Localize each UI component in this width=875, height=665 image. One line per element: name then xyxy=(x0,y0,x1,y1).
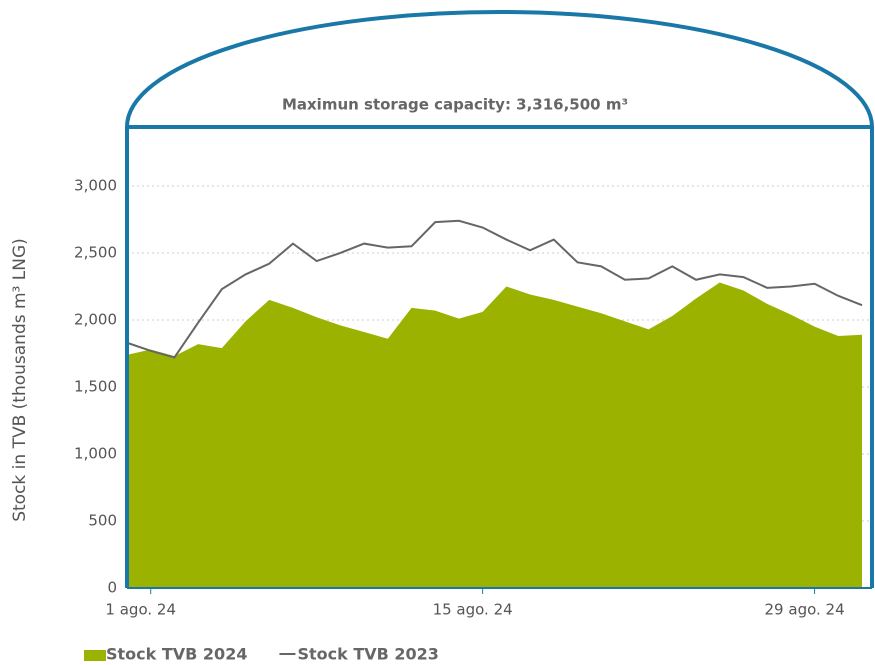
legend-swatch xyxy=(84,650,106,661)
y-tick-label: 500 xyxy=(88,511,117,529)
legend-label: Stock TVB 2023 xyxy=(297,645,438,664)
y-tick-label: 2,000 xyxy=(74,310,117,328)
y-tick-label: 1,500 xyxy=(74,377,117,395)
y-tick-label: 0 xyxy=(107,579,117,597)
plot: 0 500 1,000 1,500 2,000 2,500 3,000 1 ago. 24 15… xyxy=(74,10,874,664)
tank xyxy=(125,10,874,588)
y-axis-label: Stock in TVB (thousands m³ LNG) xyxy=(10,238,30,522)
x-tick-label: 29 ago. 24 xyxy=(765,601,845,619)
line xyxy=(126,219,863,359)
x-tick-label: 15 ago. 24 xyxy=(433,601,513,619)
y-tick-label: 1,000 xyxy=(74,444,117,462)
area xyxy=(127,282,862,588)
y-tick-label: 2,500 xyxy=(74,243,117,261)
legend-label: Stock TVB 2024 xyxy=(106,645,247,664)
y-tick-label: 3,000 xyxy=(74,176,117,194)
x-tick-label: 1 ago. 24 xyxy=(105,601,176,619)
capacity-annotation: Maximun storage capacity: 3,316,500 m³ xyxy=(282,96,628,114)
